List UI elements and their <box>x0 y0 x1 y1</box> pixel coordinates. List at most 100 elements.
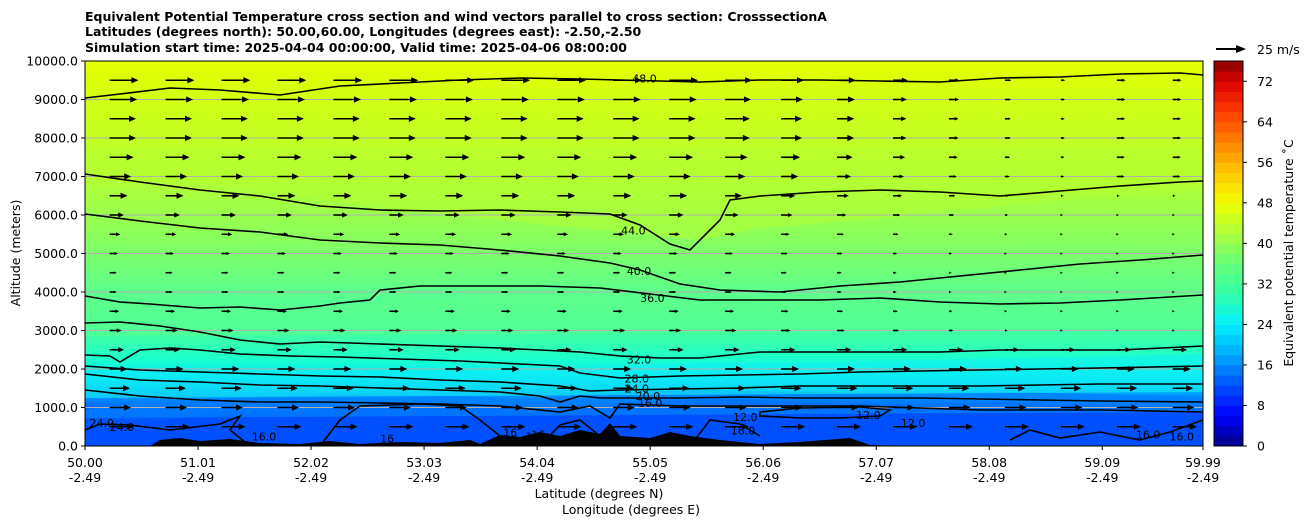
wind-vector-head <box>182 154 190 161</box>
wind-vector-head <box>1018 385 1026 392</box>
wind-vector <box>109 290 117 294</box>
wind-vector-head <box>515 173 523 180</box>
wind-vector-head <box>621 347 628 353</box>
wind-vector-head <box>449 271 453 275</box>
wind-vector-head <box>1004 310 1008 313</box>
wind-vector <box>837 232 845 236</box>
wind-vector-head <box>854 423 862 430</box>
colorbar-segment <box>1214 152 1243 163</box>
contour-label: 16.0 <box>1169 430 1194 443</box>
wind-vector <box>613 212 628 218</box>
wind-vector-head <box>686 154 694 161</box>
wind-vector-head <box>451 232 457 237</box>
contour-16 <box>85 389 1203 420</box>
wind-vector <box>948 310 953 313</box>
wind-vector-head <box>1075 404 1083 411</box>
wind-vector <box>781 309 789 313</box>
wind-vector-head <box>1060 310 1063 313</box>
wind-vector <box>725 271 732 274</box>
wind-vector-head <box>129 115 137 122</box>
wind-vector-head <box>176 365 184 373</box>
contour-label: 32.0 <box>627 353 652 366</box>
wind-vector <box>669 404 691 411</box>
wind-vector <box>557 96 585 103</box>
wind-vector <box>1172 136 1182 140</box>
wind-vector <box>1004 347 1020 353</box>
wind-vector-head <box>850 385 858 392</box>
colorbar-segment <box>1214 304 1243 315</box>
wind-vector <box>948 271 952 274</box>
wind-vector <box>165 173 188 180</box>
wind-vector <box>1172 78 1182 82</box>
wind-vector <box>893 116 907 122</box>
wind-vector-head <box>514 385 522 392</box>
wind-vector-head <box>957 347 964 353</box>
wind-vector-head <box>1008 136 1011 140</box>
colorbar-segment <box>1214 314 1243 325</box>
wind-vector-head <box>683 404 691 411</box>
wind-vector <box>389 404 412 411</box>
wind-vector <box>445 365 464 373</box>
wind-vector-head <box>240 115 248 122</box>
wind-vector-head <box>1127 365 1135 373</box>
wind-vector-head <box>124 404 132 411</box>
wind-vector-head <box>116 232 121 237</box>
wind-vector <box>445 347 460 353</box>
wind-vector <box>1172 233 1175 236</box>
wind-vector-head <box>1019 404 1027 411</box>
wind-vector-head <box>789 347 796 353</box>
wind-vector <box>613 173 635 180</box>
wind-vector <box>613 232 625 237</box>
colorbar-segment <box>1214 121 1243 133</box>
wind-vector-head <box>839 271 842 274</box>
wind-vector-head <box>170 251 174 256</box>
wind-vector <box>277 423 302 430</box>
wind-vector <box>1172 213 1175 217</box>
wind-vector <box>277 192 296 199</box>
wind-vector-head <box>346 385 354 392</box>
wind-vector-head <box>512 192 520 199</box>
wind-vector-head <box>742 423 750 430</box>
wind-vector-head <box>130 96 138 103</box>
x-axis-label-lon: Longitude (degrees E) <box>562 502 700 517</box>
wind-vector-head <box>292 404 300 411</box>
wind-vector-head <box>562 251 566 256</box>
wind-vector <box>948 290 952 294</box>
wind-vector-head <box>338 251 342 256</box>
wind-vector <box>333 347 348 353</box>
wind-vector-head <box>352 115 360 122</box>
wind-vector <box>389 271 397 275</box>
wind-vector <box>1116 155 1125 159</box>
wind-vector-head <box>739 404 747 411</box>
wind-vector-head <box>507 232 513 237</box>
wind-vector-head <box>186 96 194 103</box>
contour-24 <box>85 365 1203 392</box>
contour-label: 24.0 <box>90 417 115 430</box>
wind-vector <box>501 212 516 218</box>
wind-vector-head <box>404 404 412 411</box>
wind-vector <box>948 78 960 83</box>
colorbar-segment <box>1214 212 1243 224</box>
wind-vector <box>613 365 632 373</box>
wind-vector-head <box>281 290 285 294</box>
wind-vector-head <box>226 251 230 256</box>
wind-vector-head <box>1061 156 1065 159</box>
wind-vector-head <box>851 404 859 411</box>
wind-vector-head <box>953 175 957 178</box>
wind-vector <box>333 365 352 373</box>
wind-vector-head <box>1131 404 1139 411</box>
wind-vector-head <box>283 309 288 313</box>
wind-vector <box>948 213 955 217</box>
wind-vector <box>837 271 842 274</box>
wind-vector <box>277 154 302 161</box>
wind-vector <box>445 423 470 430</box>
wind-vector <box>277 173 300 180</box>
wind-vector-head <box>1177 117 1182 121</box>
wind-vector <box>1004 252 1007 255</box>
wind-vector <box>109 385 131 392</box>
y-tick-label: 4000.0 <box>34 285 78 300</box>
wind-vector-head <box>1006 194 1009 197</box>
x-tick-label-lon: -2.49 <box>747 470 779 485</box>
wind-vector <box>669 290 677 294</box>
colorbar-tick-label: 64 <box>1257 114 1273 129</box>
